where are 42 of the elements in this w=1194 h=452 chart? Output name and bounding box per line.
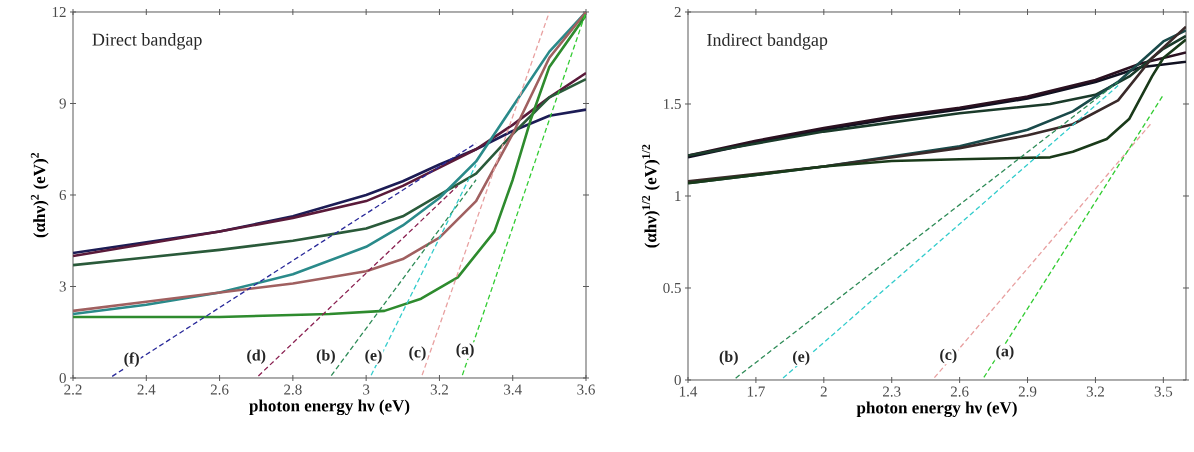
x-tick-label: 2.3 [883, 386, 901, 397]
x-tick-label: 2.4 [137, 384, 156, 395]
y-axis-title: (αhν)$^{2}$ (eV)$^{2}$ [30, 152, 49, 238]
x-tick-label: 3 [363, 384, 370, 395]
annotation: (d) [247, 349, 266, 364]
x-tick-label: 3.5 [1154, 386, 1173, 397]
annotation: (e) [365, 349, 382, 364]
x-tick-label: 3.4 [504, 384, 522, 395]
annotation: (f) [124, 352, 139, 368]
annotation: (a) [456, 343, 474, 358]
x-tick-label: 3.2 [1086, 386, 1104, 397]
x-tick-label: 1.4 [679, 386, 698, 397]
y-tick-label: 12 [52, 7, 66, 17]
y-axis-title: (αhν)$^{1/2}$ (eV)$^{1/2}$ [642, 144, 660, 248]
y-tick-label: 0 [674, 374, 681, 386]
text: Indirect bandgap [707, 33, 828, 50]
annotation: (c) [409, 346, 426, 361]
annotation: (b) [316, 349, 335, 364]
y-tick-label: 3 [59, 281, 66, 292]
x-tick-label: 2.8 [284, 384, 302, 395]
x-tick-label: 3.6 [577, 384, 595, 395]
y-tick-label: 1.5 [664, 98, 681, 110]
annotation: (b) [719, 350, 738, 366]
y-tick-label: 9 [59, 98, 66, 109]
x-axis-title: photon energy hν (eV) [856, 401, 1017, 418]
annotation: (e) [793, 350, 810, 366]
y-tick-label: 6 [59, 189, 67, 201]
x-axis-title: photon energy hν (eV) [249, 399, 410, 416]
y-tick-label: 0.5 [663, 282, 681, 294]
text: Direct bandgap [92, 33, 202, 50]
y-tick-label: 2 [674, 7, 681, 17]
annotation: (c) [940, 348, 957, 364]
x-tick-label: 1.7 [747, 386, 765, 397]
x-tick-label: 2.9 [1018, 386, 1037, 397]
y-tick-label: 0 [59, 372, 66, 384]
x-tick-label: 3.2 [430, 384, 448, 395]
x-tick-label: 2.2 [64, 384, 82, 395]
x-tick-label: 2.6 [950, 386, 969, 397]
x-tick-label: 2 [820, 386, 827, 397]
x-tick-label: 2.6 [210, 384, 229, 395]
y-tick-label: 1 [675, 191, 681, 201]
annotation: (a) [996, 345, 1014, 360]
